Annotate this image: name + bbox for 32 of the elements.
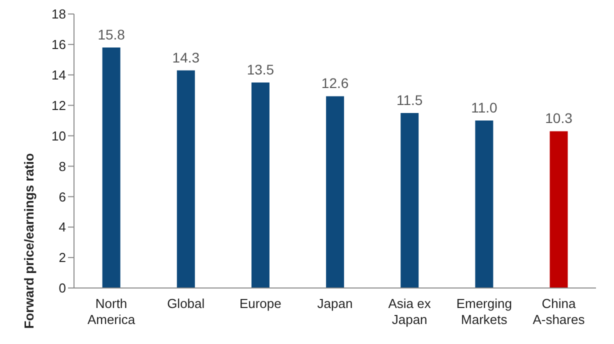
x-tick-label: Asia ex Japan [388,296,432,327]
data-label: 15.8 [98,26,126,42]
bar [550,131,568,288]
data-label: 13.5 [246,62,274,78]
y-tick-label: 0 [58,280,66,296]
y-tick-label: 10 [52,128,66,144]
y-tick-label: 6 [58,189,66,204]
bar [102,47,120,288]
bar [176,70,195,288]
x-tick-label: North America [87,296,136,327]
data-label: 10.3 [545,110,573,126]
bar [326,96,344,288]
y-tick-label: 16 [52,37,66,52]
y-tick-label: 8 [58,158,66,174]
x-tick-label: Emerging Markets [456,296,512,327]
data-label: 11.0 [471,100,498,116]
x-tick-label: Europe [239,296,282,311]
y-tick-label: 4 [58,220,66,235]
data-label: 14.3 [172,49,200,66]
x-tick-label: Japan [317,296,353,311]
x-tick-label: Global [167,296,205,311]
bar [251,82,270,288]
y-tick-label: 2 [58,250,66,266]
y-tick-label: 18 [52,6,66,22]
data-label: 11.5 [396,92,423,108]
y-tick-label: 14 [52,68,66,83]
bar [400,112,419,288]
y-tick-label: 12 [52,98,66,113]
x-tick-label: China A-shares [532,296,586,327]
bar [475,120,494,288]
y-axis-title: Forward price/earnings ratio [22,153,37,329]
data-label: 12.6 [321,75,349,92]
